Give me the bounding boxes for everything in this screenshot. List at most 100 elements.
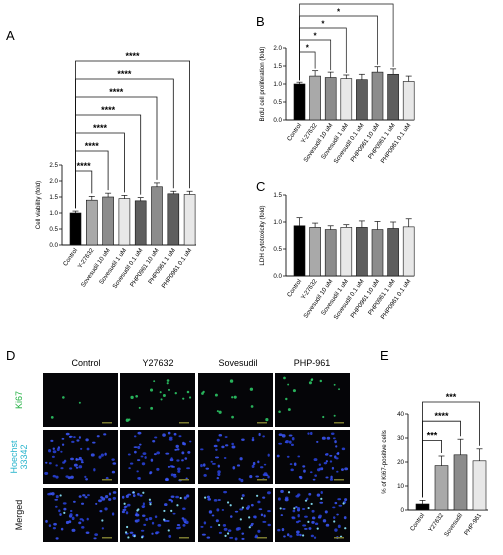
nucleus-dot — [326, 436, 331, 440]
nucleus-dot — [267, 510, 271, 513]
sig-label: * — [321, 20, 325, 29]
nucleus-dot — [321, 436, 326, 440]
nucleus-dot — [299, 475, 303, 480]
nucleus-dot — [141, 505, 146, 508]
micrograph-tile — [198, 430, 273, 484]
nucleus-dot — [111, 512, 115, 516]
micrograph-tile — [275, 488, 350, 542]
nucleus-dot — [71, 440, 75, 443]
ki67-dot — [218, 410, 222, 414]
nucleus-dot — [85, 478, 88, 481]
nucleus-dot — [312, 478, 316, 481]
micrograph-tile — [275, 373, 350, 427]
sig-label: **** — [85, 141, 100, 151]
nucleus-dot — [75, 513, 79, 517]
nucleus-dot — [151, 521, 155, 525]
nucleus-dot — [200, 464, 203, 468]
nucleus-dot — [332, 506, 336, 509]
nucleus-dot — [47, 492, 52, 496]
nucleus-dot — [255, 475, 259, 478]
y-tick-label: 0.5 — [49, 226, 58, 233]
nucleus-dot — [251, 438, 255, 442]
nucleus-dot — [175, 495, 180, 499]
nucleus-dot — [262, 520, 267, 523]
nucleus-dot — [316, 493, 321, 497]
nucleus-dot — [94, 533, 99, 536]
bar — [402, 226, 415, 277]
merged-dot — [240, 497, 244, 500]
nucleus-dot — [202, 463, 206, 467]
nucleus-dot — [330, 475, 333, 479]
nucleus-dot — [239, 508, 244, 511]
nucleus-dot — [73, 463, 78, 467]
nucleus-dot — [162, 433, 166, 437]
nucleus-dot — [333, 516, 336, 520]
nucleus-dot — [96, 435, 100, 438]
nucleus-dot — [332, 437, 336, 440]
nucleus-dot — [223, 490, 228, 494]
micrograph-tile — [120, 373, 195, 427]
nucleus-dot — [257, 529, 261, 533]
merged-dot — [170, 509, 173, 512]
nucleus-dot — [125, 494, 129, 499]
nucleus-dot — [62, 461, 66, 464]
merged-dot — [342, 502, 345, 505]
micrograph-tile — [120, 430, 195, 484]
micrograph-tile — [43, 373, 118, 427]
nucleus-dot — [137, 477, 141, 480]
nucleus-dot — [65, 475, 69, 478]
merged-dot — [307, 520, 310, 523]
ki67-dot — [201, 392, 204, 395]
nucleus-dot — [325, 453, 329, 455]
nucleus-dot — [258, 508, 263, 511]
micro-row-label: Hoechst — [9, 440, 19, 474]
nucleus-dot — [344, 498, 348, 502]
nucleus-dot — [168, 438, 173, 441]
merged-dot — [224, 534, 227, 538]
nucleus-dot — [334, 440, 337, 444]
nucleus-dot — [289, 535, 293, 538]
merged-dot — [248, 516, 251, 519]
nucleus-dot — [90, 453, 95, 457]
nucleus-dot — [290, 468, 294, 472]
nucleus-dot — [249, 524, 254, 527]
nucleus-dot — [289, 463, 293, 466]
merged-dot — [63, 511, 66, 515]
bar — [324, 229, 337, 277]
ki67-dot — [265, 418, 269, 422]
nucleus-dot — [173, 432, 177, 436]
nucleus-dot — [84, 475, 87, 479]
nucleus-dot — [308, 492, 312, 496]
nucleus-dot — [172, 512, 176, 515]
nucleus-dot — [231, 445, 236, 449]
bar — [356, 227, 368, 277]
nucleus-dot — [292, 509, 296, 513]
ki67-dot — [125, 418, 130, 422]
nucleus-dot — [267, 453, 270, 457]
nucleus-dot — [234, 537, 238, 541]
chart-e: 0 10 20 30 40 % of Ki67-positive cells Control… — [381, 392, 488, 538]
nucleus-dot — [140, 455, 144, 458]
nucleus-dot — [267, 475, 270, 479]
nucleus-dot — [112, 462, 117, 465]
ki67-dot — [214, 393, 218, 397]
nucleus-dot — [81, 519, 85, 522]
sig-label: **** — [126, 51, 141, 61]
nucleus-dot — [86, 517, 89, 521]
nucleus-dot — [329, 460, 333, 463]
nucleus-dot — [229, 536, 234, 539]
nucleus-dot — [150, 458, 154, 462]
scale-bar — [102, 479, 112, 481]
nucleus-dot — [297, 455, 301, 458]
nucleus-dot — [218, 531, 222, 534]
nucleus-dot — [302, 465, 306, 468]
scale-bar — [334, 537, 344, 539]
nucleus-dot — [280, 489, 284, 494]
nucleus-dot — [314, 474, 317, 477]
nucleus-dot — [111, 458, 115, 461]
sig-label: * — [314, 32, 318, 41]
merged-dot — [320, 497, 323, 500]
nucleus-dot — [61, 437, 65, 440]
